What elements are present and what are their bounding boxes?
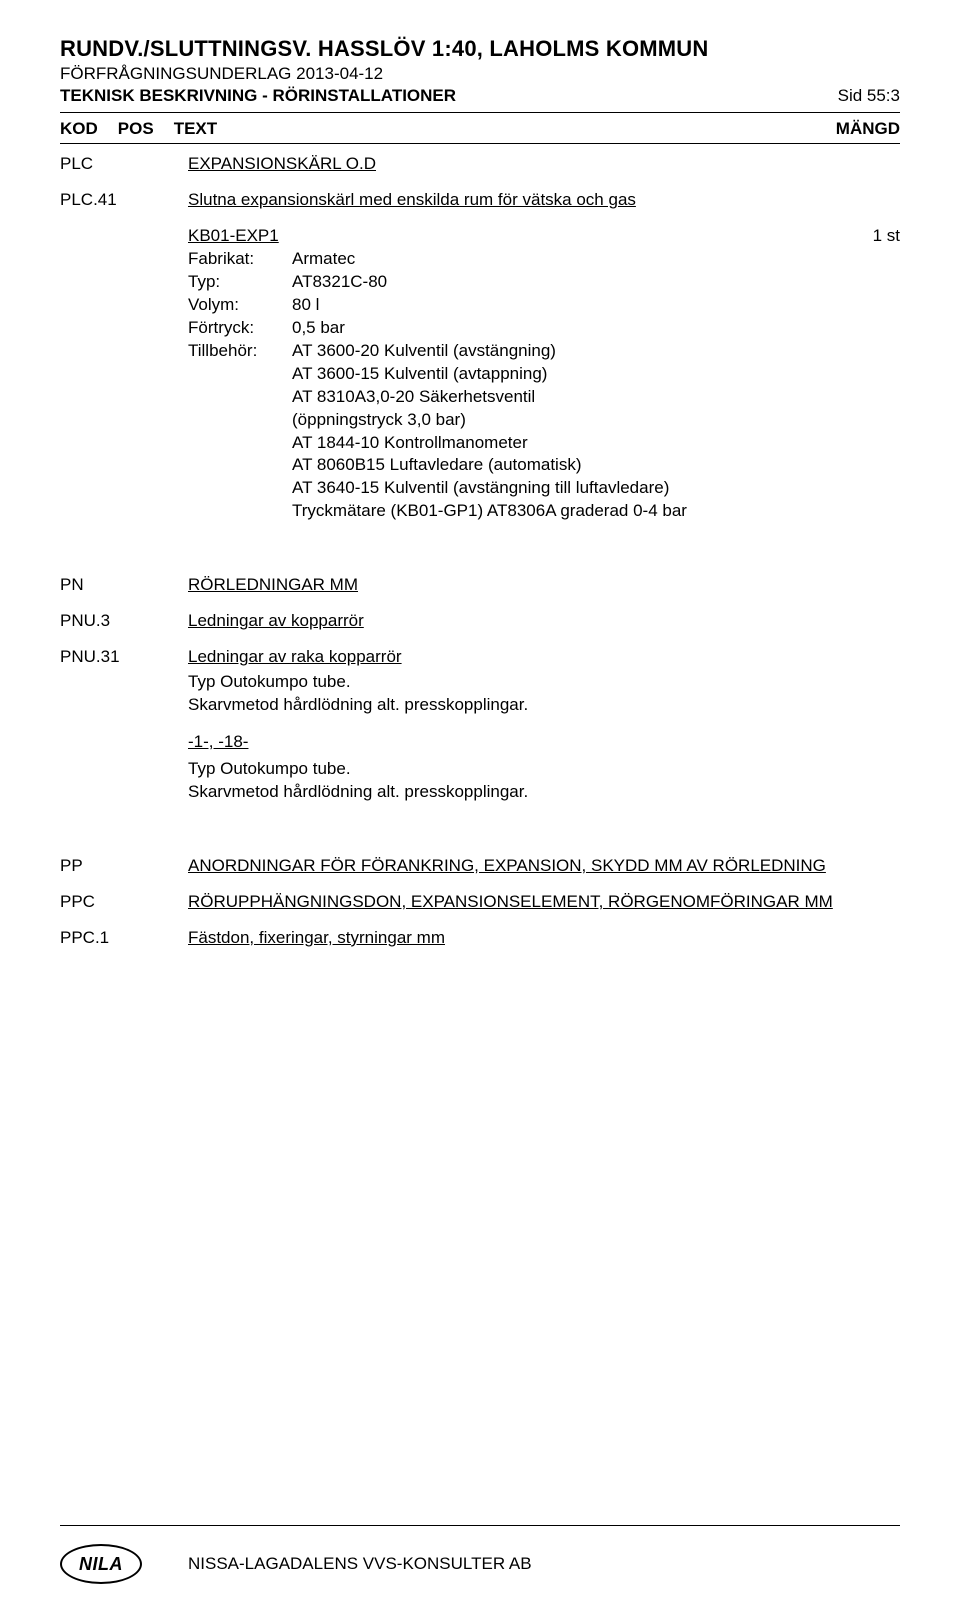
typ-label: Typ:	[188, 271, 292, 294]
header-title: RUNDV./SLUTTNINGSV. HASSLÖV 1:40, LAHOLM…	[60, 36, 900, 62]
pnu31-subhead-text: -1-, -18-	[188, 732, 248, 751]
plc41-title: Slutna expansionskärl med enskilda rum f…	[188, 190, 636, 209]
tillbehor-line: Tryckmätare (KB01-GP1) AT8306A graderad …	[292, 500, 900, 523]
pn-code: PN	[60, 575, 188, 595]
ppc1-code: PPC.1	[60, 928, 188, 948]
pnu31-row: PNU.31 Ledningar av raka kopparrör	[60, 647, 900, 667]
pp-title: ANORDNINGAR FÖR FÖRANKRING, EXPANSION, S…	[188, 856, 826, 875]
plc-title: EXPANSIONSKÄRL O.D	[188, 154, 376, 173]
header-divider	[60, 112, 900, 113]
ppc1-title: Fästdon, fixeringar, styrningar mm	[188, 928, 445, 947]
header-sub2: TEKNISK BESKRIVNING - RÖRINSTALLATIONER	[60, 86, 456, 106]
pnu31-line: Skarvmetod hårdlödning alt. presskopplin…	[188, 694, 900, 717]
volym-label: Volym:	[188, 294, 292, 317]
tillbehor-line: AT 3600-20 Kulventil (avstängning)	[292, 340, 900, 363]
ppc-row: PPC RÖRUPPHÄNGNINGSDON, EXPANSIONSELEMEN…	[60, 892, 900, 912]
plc-row: PLC EXPANSIONSKÄRL O.D	[60, 154, 900, 174]
pnu3-title: Ledningar av kopparrör	[188, 611, 364, 630]
ppc-code: PPC	[60, 892, 188, 912]
tillbehor-label: Tillbehör:	[188, 340, 292, 524]
kb01-qty: 1 st	[830, 226, 900, 246]
volym-value: 80 l	[292, 294, 900, 317]
document-header: RUNDV./SLUTTNINGSV. HASSLÖV 1:40, LAHOLM…	[60, 36, 900, 113]
tillbehor-lines: AT 3600-20 Kulventil (avstängning) AT 36…	[292, 340, 900, 524]
tillbehor-line: AT 8060B15 Luftavledare (automatisk)	[292, 454, 900, 477]
fabrikat-value: Armatec	[292, 248, 900, 271]
ppc1-row: PPC.1 Fästdon, fixeringar, styrningar mm	[60, 928, 900, 948]
pp-row: PP ANORDNINGAR FÖR FÖRANKRING, EXPANSION…	[60, 856, 900, 876]
plc-code: PLC	[60, 154, 188, 174]
kb01-row: KB01-EXP1 1 st	[60, 226, 900, 246]
footer-company: NISSA-LAGADALENS VVS-KONSULTER AB	[188, 1554, 532, 1574]
tillbehor-line: AT 3600-15 Kulventil (avtappning)	[292, 363, 900, 386]
col-mangd: MÄNGD	[836, 119, 900, 139]
fortryck-label: Förtryck:	[188, 317, 292, 340]
col-kod: KOD	[60, 119, 98, 139]
page-number: Sid 55:3	[838, 86, 900, 106]
pn-row: PN RÖRLEDNINGAR MM	[60, 575, 900, 595]
tillbehor-line: (öppningstryck 3,0 bar)	[292, 409, 900, 432]
pnu31-line: Skarvmetod hårdlödning alt. presskopplin…	[188, 781, 900, 804]
plc41-row: PLC.41 Slutna expansionskärl med enskild…	[60, 190, 900, 210]
pnu31-body: Typ Outokumpo tube. Skarvmetod hårdlödni…	[188, 671, 900, 717]
typ-value: AT8321C-80	[292, 271, 900, 294]
pnu3-code: PNU.3	[60, 611, 188, 631]
pp-code: PP	[60, 856, 188, 876]
kb01-details: Fabrikat: Armatec Typ: AT8321C-80 Volym:…	[188, 248, 900, 523]
document-body: PLC EXPANSIONSKÄRL O.D PLC.41 Slutna exp…	[60, 154, 900, 948]
fortryck-value: 0,5 bar	[292, 317, 900, 340]
header-sub1: FÖRFRÅGNINGSUNDERLAG 2013-04-12	[60, 64, 900, 84]
pnu31-body2: Typ Outokumpo tube. Skarvmetod hårdlödni…	[188, 758, 900, 804]
ppc-title: RÖRUPPHÄNGNINGSDON, EXPANSIONSELEMENT, R…	[188, 892, 833, 911]
tillbehor-line: AT 8310A3,0-20 Säkerhetsventil	[292, 386, 900, 409]
logo-wrap: NILA	[60, 1544, 188, 1584]
pn-title: RÖRLEDNINGAR MM	[188, 575, 358, 594]
col-pos: POS	[118, 119, 154, 139]
fabrikat-label: Fabrikat:	[188, 248, 292, 271]
pnu31-line: Typ Outokumpo tube.	[188, 671, 900, 694]
tillbehor-line: AT 3640-15 Kulventil (avstängning till l…	[292, 477, 900, 500]
pnu31-code: PNU.31	[60, 647, 188, 667]
pnu3-row: PNU.3 Ledningar av kopparrör	[60, 611, 900, 631]
tillbehor-line: AT 1844-10 Kontrollmanometer	[292, 432, 900, 455]
column-header-row: KOD POS TEXT MÄNGD	[60, 119, 900, 139]
pnu31-line: Typ Outokumpo tube.	[188, 758, 900, 781]
pnu31-subhead: -1-, -18-	[188, 731, 900, 754]
pnu31-title: Ledningar av raka kopparrör	[188, 647, 402, 666]
plc41-code: PLC.41	[60, 190, 188, 210]
col-text: TEXT	[174, 119, 217, 139]
nila-logo: NILA	[60, 1544, 142, 1584]
kb01-code: KB01-EXP1	[188, 226, 279, 245]
footer: NILA NISSA-LAGADALENS VVS-KONSULTER AB	[60, 1525, 900, 1584]
column-header-divider	[60, 143, 900, 144]
